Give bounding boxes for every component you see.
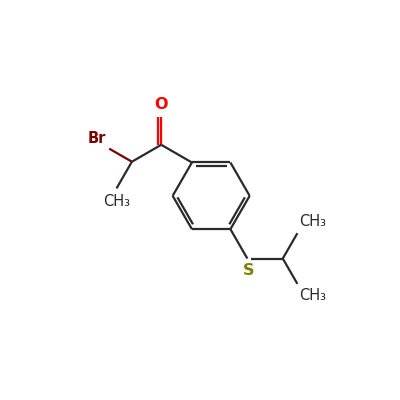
Text: O: O	[154, 96, 168, 112]
Text: S: S	[243, 263, 255, 278]
Text: CH₃: CH₃	[103, 194, 130, 209]
Text: Br: Br	[88, 130, 106, 146]
Text: CH₃: CH₃	[299, 214, 326, 230]
Text: CH₃: CH₃	[299, 288, 326, 302]
